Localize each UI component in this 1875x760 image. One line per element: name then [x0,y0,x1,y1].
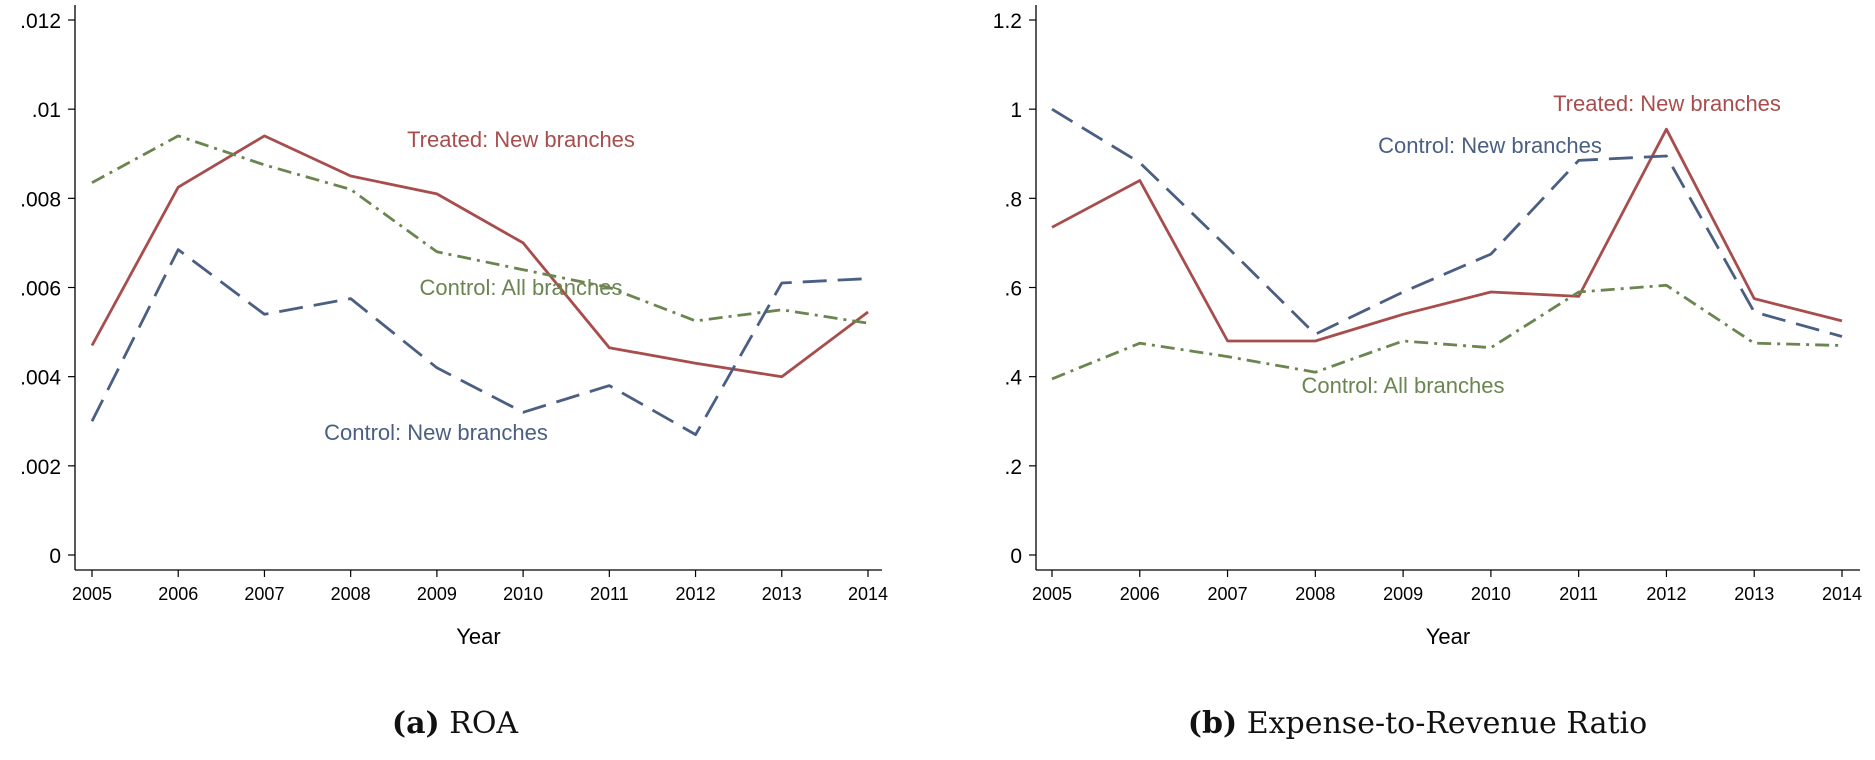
series-line-control-all-branches [91,134,869,325]
y-tick-label: 0 [1010,545,1022,568]
series-line-control-new-branches [1051,108,1843,338]
x-tick-label: 2007 [244,584,284,604]
x-tick-label: 2011 [590,584,629,604]
y-tick-label: .01 [32,99,61,122]
x-tick-label: 2014 [848,584,888,604]
x-tick-label: 2010 [503,584,543,604]
chart-panel-roa: 0 .002 .004 .006 .008 .01 .012 2005 2006 2007 2008… [0,0,910,760]
x-tick-label: 2005 [1032,584,1072,604]
series-label: Treated: New branches [407,127,635,152]
x-tick-label: 2006 [158,584,198,604]
x-tick-label: 2009 [417,584,457,604]
series-line-treated-new-branches [1051,127,1843,343]
chart-roa: 0 .002 .004 .006 .008 .01 .012 2005 2006 2007 2008… [20,5,888,649]
x-tick-label: 2014 [1822,584,1862,604]
series-label: Treated: New branches [1553,91,1781,116]
y-tick-label: .6 [1004,278,1022,301]
x-axis-title: Year [456,624,500,649]
chart-expense-ratio: 0 .2 .4 .6 .8 1 1.2 2005 2006 2007 2008 2009 2010 201… [993,5,1862,649]
caption-text: Expense-to-Revenue Ratio [1246,706,1648,741]
series-label: Control: New branches [324,420,548,445]
x-tick-label: 2013 [1734,584,1774,604]
y-tick-label: .012 [20,10,61,33]
series-line-treated-new-branches [90,134,869,379]
series-label: Control: All branches [420,275,623,300]
x-tick-label: 2005 [72,584,112,604]
series-label: Control: New branches [1378,133,1602,158]
x-tick-label: 2012 [1646,584,1686,604]
x-tick-label: 2009 [1383,584,1423,604]
y-tick-label: 1 [1010,99,1022,122]
series-line-control-all-branches [1051,283,1843,381]
x-tick-label: 2012 [676,584,716,604]
y-tick-label: .004 [20,367,61,390]
y-tick-label: .002 [20,456,61,479]
y-tick-label: 1.2 [993,10,1022,33]
y-tick-label: .4 [1004,367,1022,390]
series-label: Control: All branches [1302,373,1505,398]
caption-expense-ratio: (b) Expense-to-Revenue Ratio [960,706,1875,741]
caption-label: (b) [1187,706,1238,741]
caption-label: (a) [391,706,440,741]
caption-roa: (a) ROA [0,706,910,741]
x-axis-title: Year [1426,624,1470,649]
y-tick-label: .2 [1004,456,1022,479]
y-tick-label: 0 [49,545,61,568]
y-tick-label: .006 [20,278,61,301]
chart-panel-expense-ratio: 0 .2 .4 .6 .8 1 1.2 2005 2006 2007 2008 2009 2010 201… [960,0,1875,760]
x-tick-label: 2008 [1295,584,1335,604]
y-tick-label: .8 [1004,188,1022,211]
series-line-control-new-branches [90,248,869,437]
caption-text: ROA [449,706,519,741]
x-tick-label: 2013 [762,584,802,604]
y-tick-label: .008 [20,188,61,211]
x-tick-label: 2006 [1120,584,1160,604]
x-tick-label: 2010 [1471,584,1511,604]
x-tick-label: 2011 [1559,584,1598,604]
x-tick-label: 2007 [1208,584,1248,604]
x-tick-label: 2008 [331,584,371,604]
